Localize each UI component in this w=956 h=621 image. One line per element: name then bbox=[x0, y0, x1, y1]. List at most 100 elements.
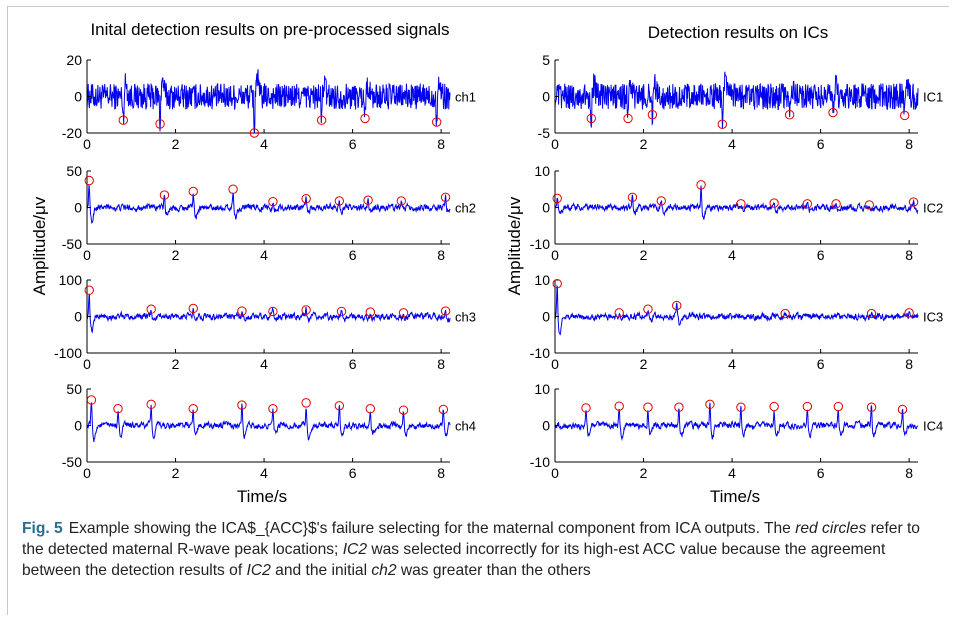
peak-marker bbox=[268, 404, 278, 414]
peak-marker bbox=[336, 306, 347, 317]
peak-marker bbox=[897, 404, 908, 415]
peak-marker bbox=[301, 194, 311, 204]
peak-marker bbox=[802, 199, 813, 209]
peak-marker bbox=[301, 305, 311, 315]
x-tick-label: 2 bbox=[640, 356, 648, 372]
figure-frame bbox=[7, 6, 949, 615]
signal-line-ch2 bbox=[86, 184, 451, 225]
y-tick-label: 20 bbox=[66, 52, 82, 68]
signal-line-ic4 bbox=[554, 402, 919, 442]
peak-marker bbox=[159, 190, 170, 200]
x-tick-label: 4 bbox=[260, 247, 268, 263]
peak-marker bbox=[365, 307, 376, 317]
x-tick-label: 2 bbox=[172, 136, 180, 152]
peak-marker bbox=[432, 117, 442, 127]
peak-marker bbox=[623, 113, 633, 124]
peak-marker bbox=[866, 308, 877, 319]
x-tick-label: 2 bbox=[172, 356, 180, 372]
x-tick-label: 2 bbox=[172, 247, 180, 263]
peak-marker bbox=[656, 196, 666, 206]
right-xlabel: Time/s bbox=[710, 487, 760, 506]
x-tick-label: 6 bbox=[349, 465, 357, 481]
y-tick-label: -10 bbox=[530, 236, 550, 252]
peak-marker bbox=[188, 303, 198, 314]
peak-marker bbox=[228, 184, 238, 194]
peak-marker bbox=[398, 405, 409, 415]
y-tick-label: -50 bbox=[62, 236, 82, 252]
series-label-ch3: ch3 bbox=[455, 310, 476, 325]
x-tick-label: 4 bbox=[728, 136, 736, 152]
peak-marker bbox=[674, 402, 684, 412]
peak-marker bbox=[831, 199, 841, 209]
series-label-ch1: ch1 bbox=[455, 90, 476, 105]
x-tick-label: 2 bbox=[172, 465, 180, 481]
peak-marker bbox=[188, 186, 198, 197]
peak-marker bbox=[334, 401, 345, 411]
y-tick-label: -5 bbox=[538, 125, 551, 141]
peak-marker bbox=[900, 110, 910, 121]
x-tick-label: 0 bbox=[83, 136, 91, 152]
peak-marker bbox=[586, 113, 596, 124]
peak-marker bbox=[802, 401, 813, 412]
caption-text-part3: was selected incorrectly for its high-es… bbox=[22, 541, 886, 579]
peak-marker bbox=[717, 119, 728, 129]
y-tick-label: -20 bbox=[62, 125, 82, 141]
y-tick-label: 10 bbox=[534, 381, 550, 397]
x-tick-label: 0 bbox=[83, 356, 91, 372]
peak-marker bbox=[237, 400, 247, 410]
y-tick-label: 0 bbox=[542, 309, 550, 325]
peak-marker bbox=[84, 285, 94, 295]
y-tick-label: 100 bbox=[59, 272, 83, 288]
peak-marker bbox=[672, 300, 682, 311]
y-tick-label: 0 bbox=[74, 418, 82, 434]
peak-marker bbox=[440, 192, 451, 202]
x-tick-label: 8 bbox=[905, 247, 913, 263]
peak-marker bbox=[268, 306, 278, 317]
series-label-ch2: ch2 bbox=[455, 201, 476, 216]
peak-marker bbox=[396, 196, 407, 206]
x-tick-label: 0 bbox=[551, 136, 559, 152]
right-panel-title: Detection results on ICs bbox=[648, 23, 828, 42]
left-xlabel: Time/s bbox=[237, 487, 287, 506]
y-tick-label: 0 bbox=[74, 200, 82, 216]
peak-marker bbox=[647, 110, 658, 120]
peak-marker bbox=[864, 200, 875, 210]
x-tick-label: 2 bbox=[640, 465, 648, 481]
x-tick-label: 8 bbox=[437, 247, 445, 263]
series-label-ic2: IC2 bbox=[923, 201, 943, 216]
caption-text-part1: Example showing the ICA$_{ACC}$'s failur… bbox=[68, 520, 796, 537]
caption-text-part5: was greater than the others bbox=[396, 562, 591, 579]
peak-marker bbox=[552, 278, 562, 289]
figure-caption: Fig. 5 Example showing the ICA$_{ACC}$'s … bbox=[22, 518, 942, 581]
peak-marker bbox=[237, 306, 247, 316]
y-tick-label: 0 bbox=[542, 418, 550, 434]
peak-marker bbox=[705, 399, 715, 410]
x-tick-label: 2 bbox=[640, 247, 648, 263]
series-label-ic1: IC1 bbox=[923, 90, 943, 105]
peak-marker bbox=[780, 308, 790, 319]
x-tick-label: 8 bbox=[437, 136, 445, 152]
y-tick-label: 10 bbox=[534, 163, 550, 179]
signal-line-ch3 bbox=[86, 293, 451, 334]
x-tick-label: 6 bbox=[817, 136, 825, 152]
x-tick-label: 4 bbox=[260, 136, 268, 152]
peak-marker bbox=[268, 196, 278, 207]
x-tick-label: 4 bbox=[260, 356, 268, 372]
series-label-ic3: IC3 bbox=[923, 310, 943, 325]
x-tick-label: 0 bbox=[551, 465, 559, 481]
peak-marker bbox=[301, 398, 311, 408]
caption-em-red-circles: red circles bbox=[795, 520, 867, 537]
x-tick-label: 6 bbox=[817, 356, 825, 372]
figure: Inital detection results on pre-processe… bbox=[30, 20, 943, 506]
x-tick-label: 8 bbox=[905, 356, 913, 372]
peak-marker bbox=[365, 404, 376, 414]
peak-marker bbox=[360, 113, 370, 124]
peak-marker bbox=[118, 115, 129, 125]
peak-marker bbox=[769, 198, 779, 208]
x-tick-label: 6 bbox=[349, 136, 357, 152]
peak-marker bbox=[614, 401, 624, 411]
peak-marker bbox=[113, 404, 123, 414]
